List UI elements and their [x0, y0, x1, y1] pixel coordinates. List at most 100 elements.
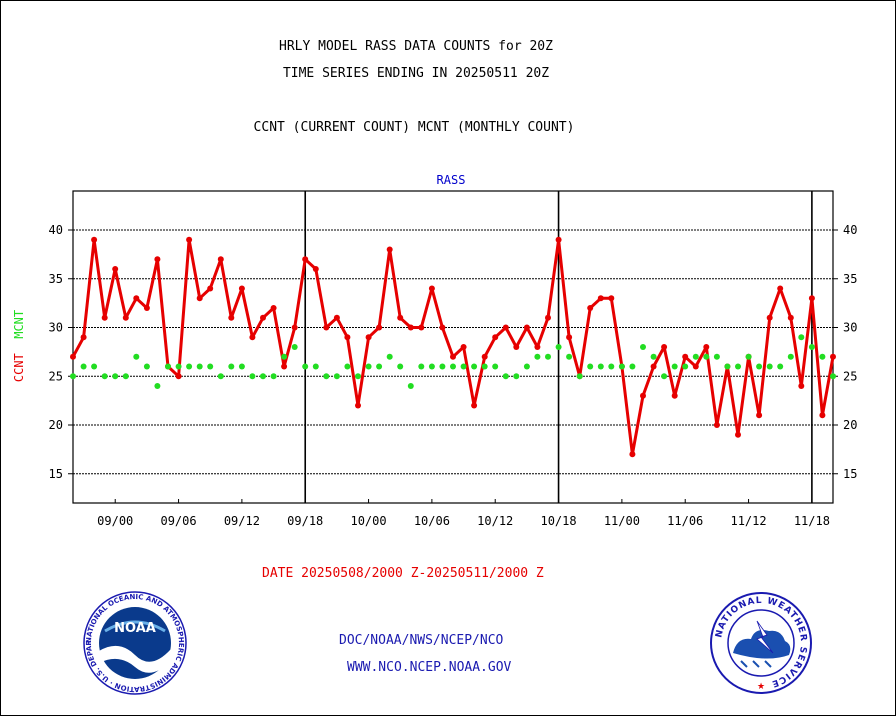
ccnt-line: [71, 238, 835, 456]
mcnt-point: [175, 363, 182, 370]
mcnt-point: [407, 383, 414, 389]
ccnt-point: [502, 324, 509, 331]
ccnt-point: [534, 344, 541, 350]
mcnt-point: [682, 363, 689, 370]
ccnt-point: [228, 314, 235, 321]
ccnt-point: [523, 324, 530, 331]
ccnt-point: [830, 353, 836, 360]
mcnt-point: [355, 373, 361, 380]
ccnt-point: [777, 285, 784, 292]
mcnt-point: [281, 353, 288, 360]
mcnt-point: [640, 344, 646, 350]
ccnt-point: [80, 334, 87, 341]
mcnt-point: [576, 373, 583, 380]
panel-label: RASS: [436, 173, 466, 187]
noaa-logo-text: NOAA: [114, 621, 156, 636]
ccnt-point: [207, 285, 214, 292]
ccnt-point: [629, 451, 636, 458]
ccnt-point: [217, 256, 224, 263]
ccnt-point: [312, 266, 319, 272]
ccnt-point: [355, 402, 361, 409]
ccnt-point: [323, 324, 330, 331]
mcnt-point: [534, 353, 541, 360]
mcnt-point: [460, 363, 467, 370]
ccnt-point: [386, 246, 393, 253]
mcnt-point: [830, 373, 836, 380]
ccnt-point: [671, 392, 678, 399]
mcnt-point: [91, 363, 98, 370]
mcnt-point: [450, 363, 456, 370]
ccnt-point: [566, 334, 573, 341]
ccnt-point: [133, 295, 140, 302]
mcnt-point: [502, 373, 509, 380]
ccnt-point: [238, 285, 245, 292]
mcnt-point: [777, 363, 784, 370]
mcnt-point: [101, 373, 108, 380]
ccnt-point: [196, 295, 203, 302]
mcnt-point: [122, 373, 129, 380]
ccnt-point: [608, 295, 615, 302]
ccnt-point: [344, 334, 351, 341]
mcnt-point: [608, 363, 615, 370]
mcnt-point: [344, 363, 351, 370]
mcnt-point: [302, 363, 309, 370]
mcnt-point: [671, 363, 678, 370]
ccnt-point: [376, 324, 383, 331]
ccnt-point: [428, 285, 435, 292]
mcnt-point: [196, 363, 203, 370]
ccnt-point: [175, 373, 182, 380]
ccnt-point: [798, 383, 805, 389]
ccnt-point: [682, 353, 689, 360]
x-tick-label: 11/00: [604, 514, 640, 528]
mcnt-point: [291, 344, 298, 350]
y-tick-label: 40: [49, 223, 63, 237]
ccnt-point: [333, 314, 340, 321]
y-tick-label: 35: [843, 272, 857, 286]
mcnt-point: [133, 353, 140, 360]
ccnt-point: [397, 314, 404, 321]
mcnt-point: [112, 373, 119, 380]
mcnt-point: [492, 363, 499, 370]
star-icon: ★: [757, 682, 765, 692]
credit-url: WWW.NCO.NCEP.NOAA.GOV: [347, 660, 512, 675]
mcnt-point: [587, 363, 594, 370]
x-tick-label: 10/00: [350, 514, 386, 528]
mcnt-point: [566, 353, 573, 360]
ccnt-point: [587, 305, 594, 311]
ccnt-point: [186, 236, 193, 243]
x-tick-label: 09/12: [224, 514, 260, 528]
mcnt-point: [207, 363, 214, 370]
x-tick-label: 09/06: [160, 514, 196, 528]
mcnt-point: [260, 373, 266, 380]
x-tick-label: 10/18: [540, 514, 576, 528]
ccnt-point: [112, 266, 119, 272]
mcnt-point: [386, 353, 393, 360]
ccnt-point: [555, 236, 562, 243]
ccnt-point: [91, 236, 98, 243]
y-tick-label: 30: [843, 321, 857, 335]
mcnt-point: [745, 353, 752, 360]
noaa-logo: NATIONAL OCEANIC AND ATMOSPHERIC ADMINIS…: [79, 591, 187, 695]
x-tick-label: 09/00: [97, 514, 133, 528]
mcnt-point: [650, 353, 657, 360]
ccnt-point: [597, 295, 604, 302]
mcnt-point: [523, 363, 530, 370]
ccnt-point: [154, 256, 161, 263]
ccnt-point: [545, 314, 551, 321]
ccnt-point: [703, 344, 710, 350]
mcnt-point: [513, 373, 520, 380]
mcnt-point: [439, 363, 446, 370]
y-tick-label: 20: [49, 418, 63, 432]
mcnt-point: [80, 363, 87, 370]
ccnt-point: [122, 314, 129, 321]
ccnt-point: [439, 324, 446, 331]
mcnt-point: [70, 373, 76, 380]
ccnt-point: [450, 353, 456, 360]
y-tick-label: 40: [843, 223, 857, 237]
mcnt-point: [376, 363, 383, 370]
mcnt-point: [808, 344, 815, 350]
ccnt-point: [249, 334, 256, 341]
mcnt-point: [555, 344, 562, 350]
ccnt-point: [471, 402, 478, 409]
mcnt-point: [312, 363, 319, 370]
